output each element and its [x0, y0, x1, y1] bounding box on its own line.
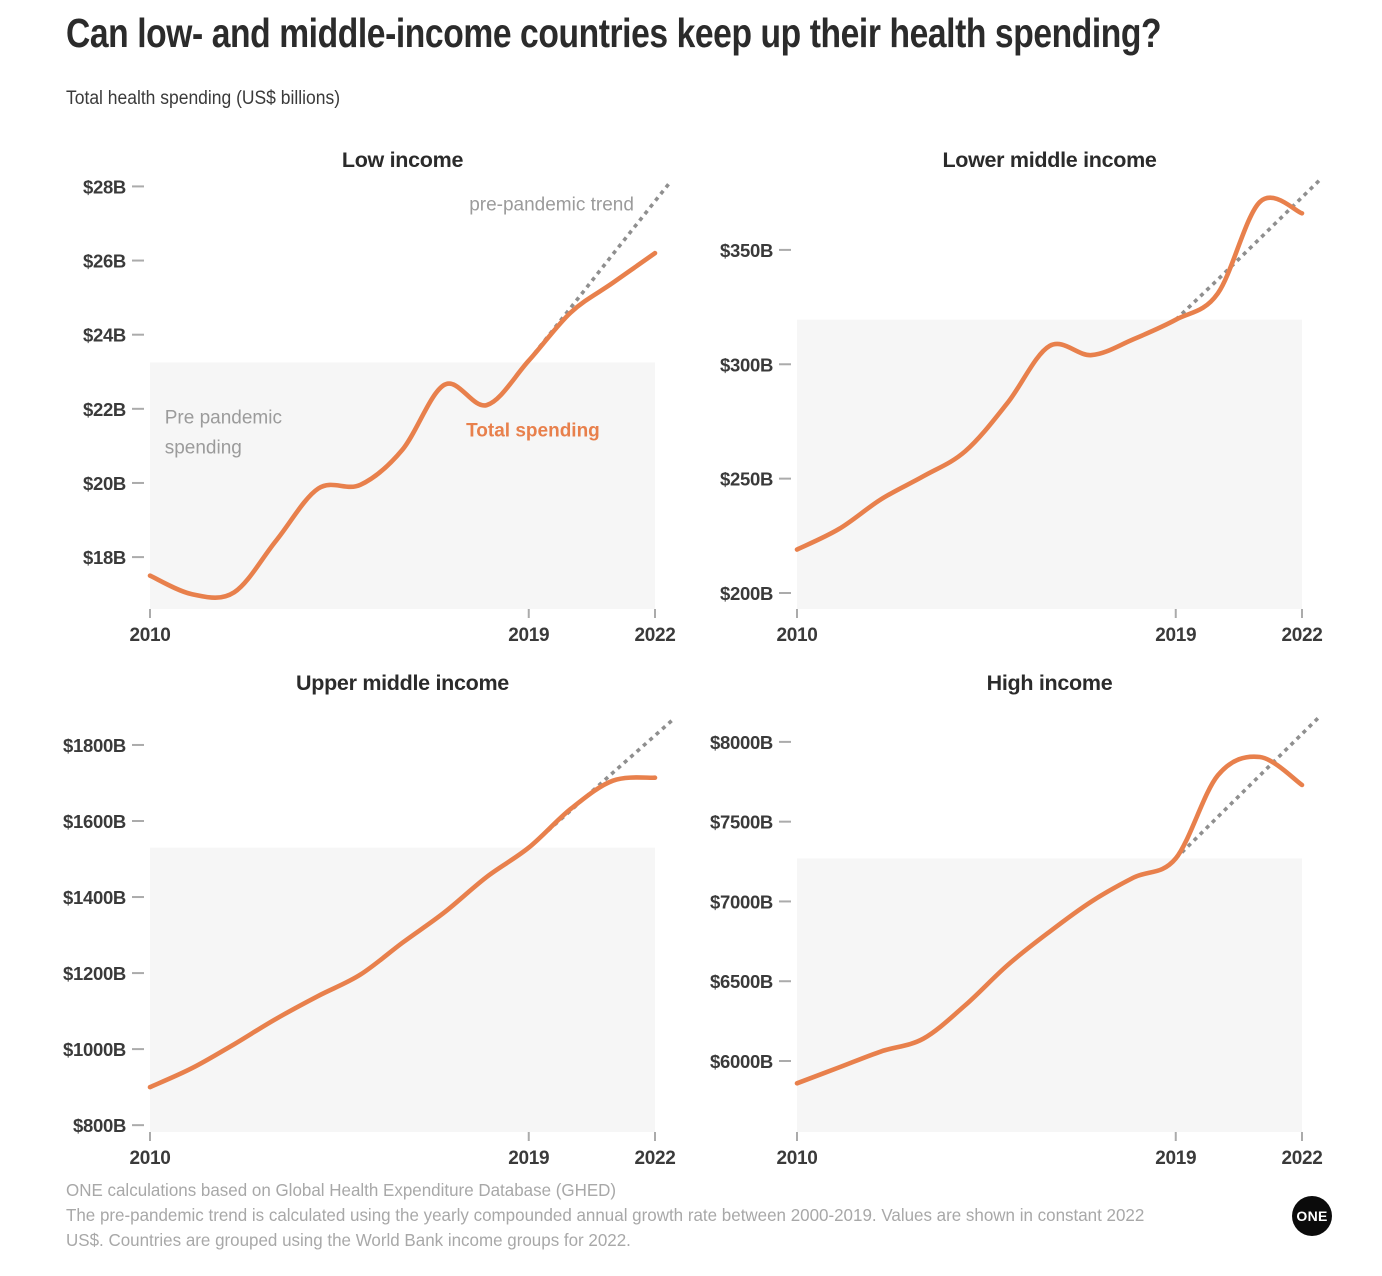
y-axis-tick-label: $250B	[720, 469, 773, 490]
y-axis-tick-label: $300B	[720, 354, 773, 375]
total-spending-line	[147, 250, 658, 600]
chart-canvas: $18B $20B $22B $24B $26B $28B 2010 2019 2022 pre-…	[83, 148, 676, 646]
chart-low-income: $18B $20B $22B $24B $26B $28B 2010 2019 2022 pre-…	[58, 145, 698, 655]
footnotes: ONE calculations based on Global Health …	[66, 1178, 1220, 1253]
pre-pandemic-trend-line	[1174, 178, 1322, 322]
x-axis-tick-label: 2019	[508, 1148, 549, 1169]
chart-upper-middle-income: $800B $1000B $1200B $1400B $1600B $1800B 2010 2…	[58, 668, 698, 1178]
chart-canvas: $800B $1000B $1200B $1400B $1600B $1800B 2010 2…	[63, 671, 676, 1169]
y-axis-tick-label: $200B	[720, 583, 773, 604]
x-axis-tick-label: 2022	[1281, 1148, 1322, 1169]
x-axis-tick-label: 2022	[634, 625, 675, 646]
y-axis-tick-label: $350B	[720, 240, 773, 261]
annotation-spending: spending	[165, 437, 242, 458]
chart-title: Lower middle income	[942, 148, 1156, 172]
pre-pandemic-shade	[150, 847, 655, 1132]
chart-title: High income	[987, 671, 1113, 695]
y-axis-tick-label: $22B	[83, 399, 126, 420]
page-title: Can low- and middle-income countries kee…	[66, 10, 1162, 56]
y-axis-tick-label: $6000B	[710, 1051, 773, 1072]
x-axis-tick-label: 2019	[508, 625, 549, 646]
total-spending-line	[794, 754, 1305, 1086]
chart-title: Upper middle income	[296, 671, 509, 695]
y-axis-tick-label: $28B	[83, 176, 126, 197]
y-axis-tick-label: $1400B	[63, 887, 126, 908]
one-logo: ONE	[1292, 1196, 1332, 1236]
y-axis-tick-label: $8000B	[710, 732, 773, 753]
chart-canvas: $200B $250B $300B $350B 2010 2019 2022 Lower mi…	[720, 148, 1323, 646]
x-axis-tick-label: 2019	[1155, 625, 1196, 646]
y-axis-tick-label: $1000B	[63, 1039, 126, 1060]
one-logo-text: ONE	[1296, 1208, 1328, 1224]
x-axis-tick-label: 2019	[1155, 1148, 1196, 1169]
y-axis-tick-label: $1600B	[63, 811, 126, 832]
annotation-total-spending: Total spending	[466, 421, 600, 442]
y-axis-tick-label: $1800B	[63, 735, 126, 756]
total-spending-line	[147, 775, 658, 1090]
y-axis-tick-label: $20B	[83, 473, 126, 494]
pre-pandemic-shade	[797, 858, 1302, 1132]
footnote-source: ONE calculations based on Global Health …	[66, 1180, 617, 1200]
total-spending-line	[794, 195, 1305, 552]
footnote-method-2: US$. Countries are grouped using the Wor…	[66, 1230, 631, 1250]
x-axis-tick-label: 2010	[129, 625, 170, 646]
pre-pandemic-shade	[150, 362, 655, 609]
y-axis-tick-label: $24B	[83, 325, 126, 346]
page-subtitle: Total health spending (US$ billions)	[66, 88, 341, 109]
y-axis-tick-label: $6500B	[710, 971, 773, 992]
chart-lower-middle-income: $200B $250B $300B $350B 2010 2019 2022 Lower mi…	[705, 145, 1345, 655]
annotation-pre-pandemic-trend: pre-pandemic trend	[469, 195, 634, 216]
y-axis-tick-label: $7500B	[710, 812, 773, 833]
x-axis-tick-label: 2010	[776, 625, 817, 646]
chart-high-income: $6000B $6500B $7000B $7500B $8000B 2010 2019 20…	[705, 668, 1345, 1178]
y-axis-tick-label: $18B	[83, 547, 126, 568]
y-axis-tick-label: $26B	[83, 251, 126, 272]
x-axis-tick-label: 2010	[776, 1148, 817, 1169]
pre-pandemic-shade	[797, 319, 1302, 609]
x-axis-tick-label: 2010	[129, 1148, 170, 1169]
annotation-pre-pandemic: Pre pandemic	[165, 408, 282, 429]
chart-canvas: $6000B $6500B $7000B $7500B $8000B 2010 2019 20…	[710, 671, 1323, 1169]
y-axis-tick-label: $800B	[73, 1115, 126, 1136]
footnote-method-1: The pre-pandemic trend is calculated usi…	[66, 1205, 1145, 1225]
x-axis-tick-label: 2022	[1281, 625, 1322, 646]
x-axis-tick-label: 2022	[634, 1148, 675, 1169]
pre-pandemic-trend-line	[1174, 715, 1322, 860]
chart-title: Low income	[342, 148, 464, 172]
y-axis-tick-label: $7000B	[710, 891, 773, 912]
y-axis-tick-label: $1200B	[63, 963, 126, 984]
